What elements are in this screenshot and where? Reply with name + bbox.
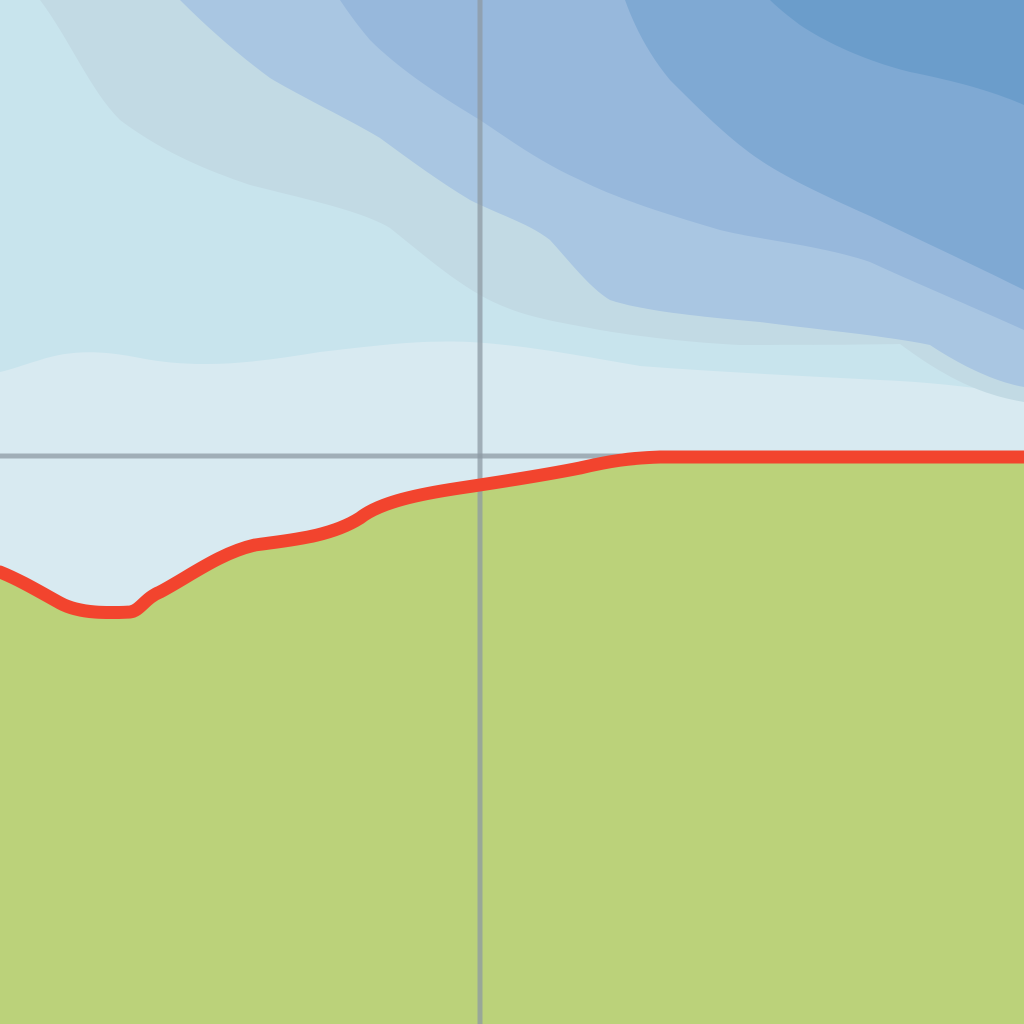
deep-water-area-1 [770, 0, 1024, 105]
land-area [0, 457, 1024, 1024]
coastline [0, 450, 1024, 620]
